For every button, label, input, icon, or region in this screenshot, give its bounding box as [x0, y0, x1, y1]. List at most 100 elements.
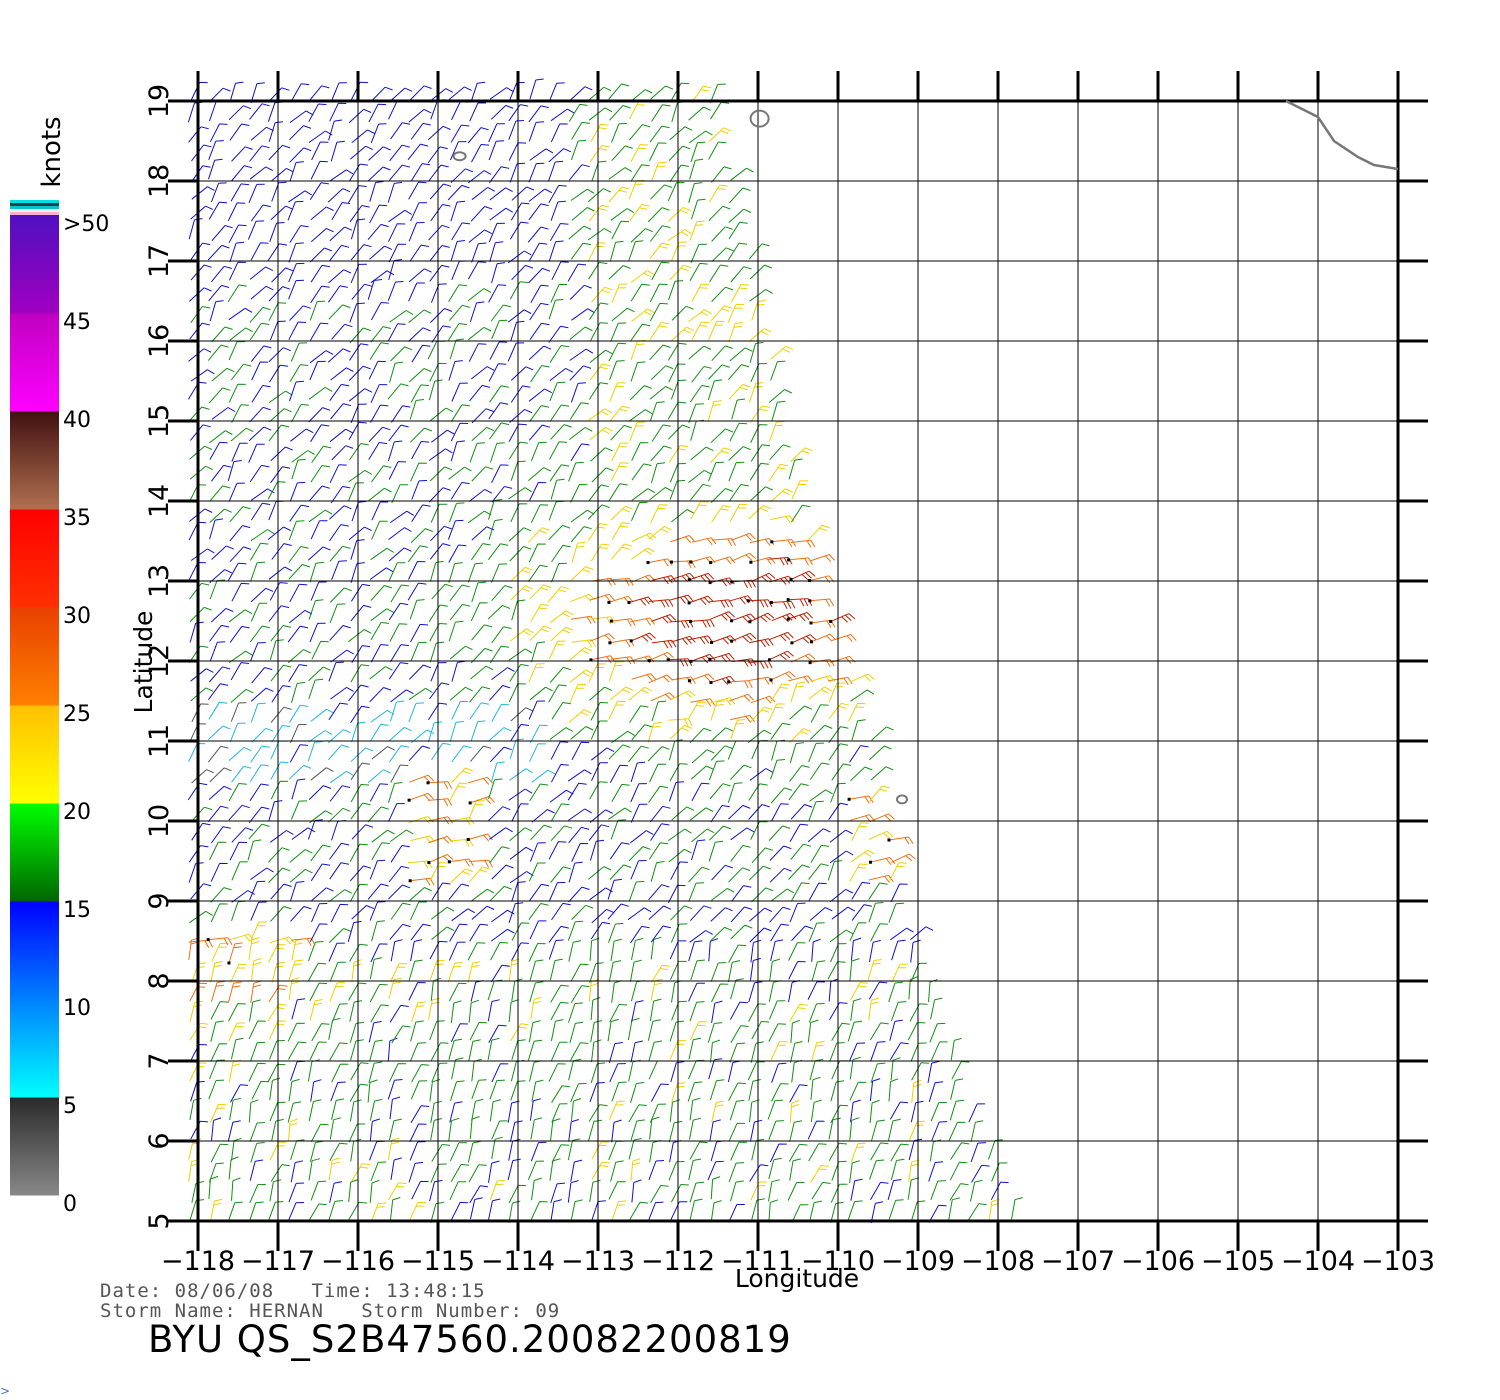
wind-barb [650, 692, 676, 702]
wind-barb [647, 721, 662, 743]
wind-barb [870, 923, 888, 942]
wind-barb [348, 1179, 359, 1202]
wind-barb [248, 1099, 259, 1123]
wind-barb [691, 828, 715, 843]
wind-barb [250, 285, 274, 300]
wind-barb [749, 927, 772, 943]
wind-barb [731, 613, 757, 623]
wind-barb [590, 543, 610, 562]
wind-barb [408, 687, 433, 701]
wind-barb [248, 937, 260, 960]
wind-barb [389, 144, 410, 162]
wind-barb [649, 225, 671, 242]
wind-barb [307, 546, 331, 561]
wind-barb [328, 889, 352, 903]
wind-barb [428, 816, 454, 825]
wind-barb [450, 168, 473, 184]
wind-barb [390, 902, 411, 920]
wind-barb [468, 859, 494, 868]
wind-barb [288, 1118, 298, 1142]
wind-barb [770, 759, 786, 780]
wind-barb [489, 827, 513, 840]
wind-barb [869, 1159, 885, 1180]
wind-barb [449, 1181, 467, 1201]
wind-barb [730, 924, 753, 940]
wind-barb [288, 546, 309, 563]
legend-band [10, 215, 59, 314]
wind-barb [489, 1099, 501, 1122]
rain-flag [786, 598, 790, 602]
wind-barb [249, 542, 269, 561]
wind-barb [511, 978, 523, 1001]
wind-barb [289, 305, 311, 321]
wind-barb [488, 1160, 500, 1183]
wind-barb [650, 978, 663, 1001]
wind-barb [669, 164, 690, 183]
wind-barb [770, 888, 795, 902]
wind-barb [250, 242, 269, 261]
legend-band [10, 509, 59, 608]
wind-barb [268, 390, 293, 404]
wind-barb [370, 86, 393, 102]
wind-barb [231, 442, 248, 462]
wind-barb [710, 1039, 721, 1063]
wind-barb [449, 923, 468, 942]
wind-barb [431, 742, 451, 761]
wind-barb [650, 1185, 669, 1203]
wind-barb [671, 980, 683, 1003]
legend-label: 45 [63, 310, 91, 335]
wind-barb [228, 261, 246, 281]
wind-barb [408, 282, 425, 302]
wind-barb [409, 1201, 426, 1221]
wind-barb [831, 1022, 850, 1041]
wind-barb [669, 463, 686, 483]
rain-flag [749, 560, 753, 564]
wind-barb [469, 923, 489, 942]
wind-barb [231, 827, 254, 843]
wind-barb [250, 921, 267, 941]
wind-barb [591, 908, 615, 924]
wind-barb [387, 1137, 400, 1160]
wind-barb [408, 982, 426, 1001]
wind-barb [289, 147, 312, 163]
wind-barb [328, 119, 343, 141]
wind-barb [288, 564, 311, 580]
wind-barb [768, 463, 789, 482]
rain-flag [687, 578, 691, 582]
wind-barb [451, 745, 472, 763]
wind-barb [369, 567, 394, 580]
wind-barb [288, 190, 313, 203]
wind-barb [629, 959, 642, 982]
wind-barb [390, 689, 414, 703]
wind-barb [289, 225, 309, 243]
wind-barb [310, 285, 330, 304]
wind-barb [428, 835, 454, 844]
rain-flag [789, 577, 793, 581]
wind-barb [289, 868, 313, 883]
wind-barb [350, 664, 370, 683]
wind-barb [850, 689, 875, 702]
wind-barb [589, 781, 608, 800]
wind-barb [429, 560, 444, 582]
wind-barb [229, 123, 250, 141]
wind-barb [890, 1158, 905, 1180]
wind-barb [211, 942, 229, 962]
wind-barb [709, 264, 729, 283]
wind-barb [308, 599, 324, 620]
wind-barb [229, 546, 252, 563]
wind-barb [490, 761, 505, 783]
wind-barb [708, 127, 732, 142]
wind-barb [611, 220, 629, 240]
wind-barb [611, 1119, 622, 1143]
wind-barb [531, 1177, 542, 1201]
wind-barb [528, 943, 546, 962]
wind-barb [250, 529, 275, 542]
wind-barb [689, 930, 713, 943]
wind-barb [629, 124, 651, 141]
wind-barb [630, 1040, 643, 1063]
wind-barb [390, 939, 403, 962]
rain-flag [746, 599, 750, 603]
wind-barb [631, 1000, 644, 1023]
wind-barb [369, 859, 386, 880]
wind-barb [209, 300, 224, 322]
